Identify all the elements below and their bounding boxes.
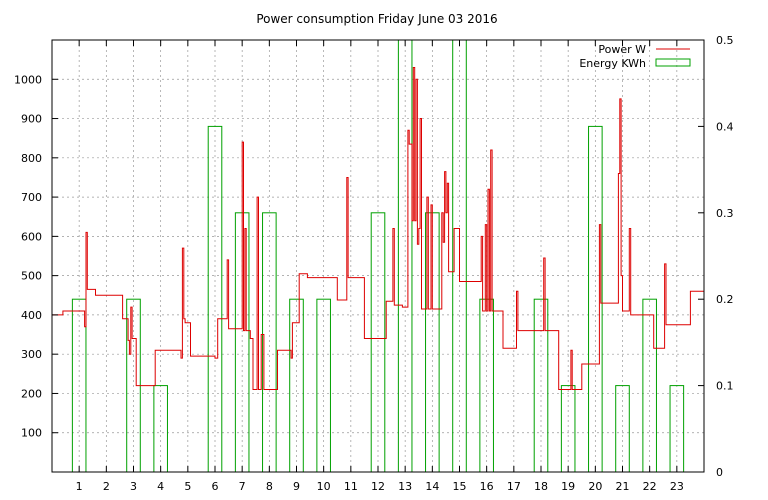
x-tick-label: 18 [534, 480, 548, 493]
x-tick-label: 12 [371, 480, 385, 493]
x-tick-label: 11 [344, 480, 358, 493]
x-tick-label: 9 [293, 480, 300, 493]
x-tick-label: 10 [317, 480, 331, 493]
y-tick-label: 100 [21, 427, 42, 440]
y-tick-label: 800 [21, 152, 42, 165]
energy-bar [615, 385, 630, 473]
x-tick-label: 3 [130, 480, 137, 493]
x-tick-label: 21 [616, 480, 630, 493]
x-tick-label: 5 [184, 480, 191, 493]
x-tick-label: 4 [157, 480, 164, 493]
y-tick-label: 700 [21, 191, 42, 204]
x-tick-label: 19 [561, 480, 575, 493]
legend: Power W Energy KWh [579, 43, 691, 70]
y-tick-label: 600 [21, 230, 42, 243]
legend-label-energy: Energy KWh [579, 57, 646, 70]
y2-tick-label: 0.4 [716, 120, 734, 133]
x-tick-label: 20 [588, 480, 602, 493]
x-axis-ticks: 1 2 3 4 5 6 7 8 9 10 11 12 13 14 15 16 17 18 19 20 21 22 23 [76, 40, 684, 493]
power-line [52, 67, 704, 390]
x-tick-label: 14 [425, 480, 439, 493]
y2-tick-label: 0.2 [716, 293, 734, 306]
x-tick-label: 15 [453, 480, 467, 493]
x-tick-label: 7 [239, 480, 246, 493]
plot-frame [51, 39, 705, 473]
x-tick-label: 1 [76, 480, 83, 493]
y-tick-label: 900 [21, 113, 42, 126]
energy-bar [669, 385, 685, 473]
y2-tick-label: 0 [716, 466, 723, 479]
x-tick-label: 13 [398, 480, 412, 493]
y2-tick-label: 0.3 [716, 207, 734, 220]
y-tick-label: 400 [21, 309, 42, 322]
x-tick-label: 6 [212, 480, 219, 493]
power-line-group [52, 67, 704, 390]
x-tick-label: 17 [507, 480, 521, 493]
y-tick-label: 1000 [14, 73, 42, 86]
y-tick-label: 500 [21, 270, 42, 283]
y-tick-label: 200 [21, 387, 42, 400]
y2-tick-label: 0.1 [716, 380, 734, 393]
y-tick-label: 300 [21, 348, 42, 361]
x-tick-label: 22 [643, 480, 657, 493]
x-tick-label: 16 [480, 480, 494, 493]
grid-lines [52, 40, 704, 472]
legend-swatch-energy [655, 58, 691, 67]
y-axis-ticks: 100 200 300 400 500 600 700 800 900 1000 [14, 73, 58, 440]
chart-title: Power consumption Friday June 03 2016 [256, 12, 497, 26]
x-tick-label: 2 [103, 480, 110, 493]
y2-tick-label: 0.5 [716, 34, 734, 47]
x-tick-label: 23 [670, 480, 684, 493]
x-tick-label: 8 [266, 480, 273, 493]
y2-axis-ticks: 0 0.1 0.2 0.3 0.4 0.5 [698, 34, 734, 479]
energy-bar [153, 385, 168, 473]
legend-label-power: Power W [598, 43, 646, 56]
energy-bar [560, 385, 576, 473]
